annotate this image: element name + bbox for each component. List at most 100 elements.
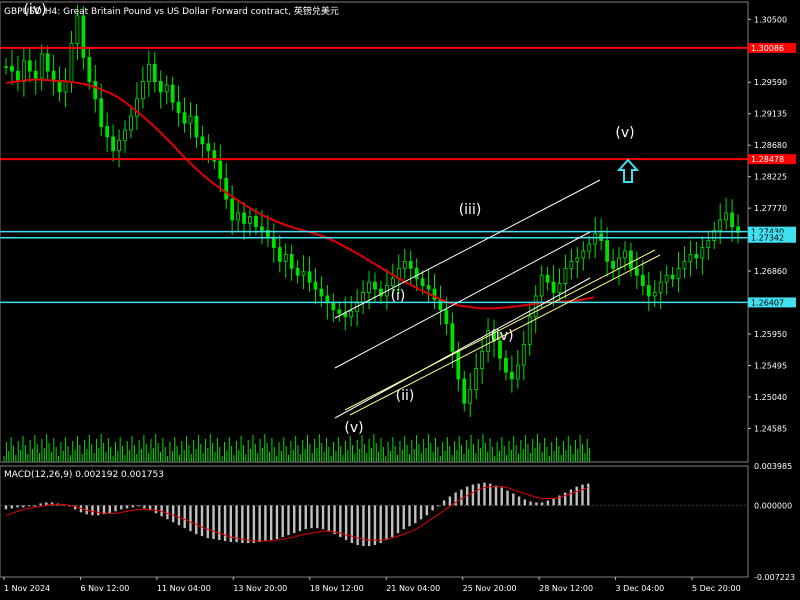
candle-body (176, 101, 181, 114)
trend-channel-line (349, 254, 661, 416)
price-tick-label: 1.25950 (754, 330, 787, 339)
moving-average-line (5, 78, 595, 310)
macd-histogram-bar (200, 505, 204, 537)
price-tag-label: 1.27342 (751, 234, 784, 243)
macd-histogram-bar (223, 505, 227, 542)
candle-body (212, 150, 217, 162)
macd-histogram-bar (402, 505, 405, 530)
candle-body (676, 267, 681, 280)
candle-body (93, 81, 98, 100)
macd-histogram-bar (373, 505, 377, 546)
macd-histogram-bar (16, 505, 19, 508)
macd-histogram-bar (166, 505, 169, 520)
candle-body (194, 115, 199, 138)
candle-body (271, 236, 276, 248)
candle-body (295, 267, 300, 276)
macd-histogram-bar (385, 505, 388, 541)
price-tick-label: 1.24585 (754, 424, 787, 433)
candle-body (694, 254, 699, 259)
macd-histogram-bar (177, 505, 181, 526)
candle-body (670, 274, 675, 280)
macd-tick-label: 0.000000 (754, 501, 792, 510)
macd-histogram-bar (154, 505, 158, 514)
price-tag-label: 1.28478 (751, 155, 784, 164)
candle-body (408, 260, 413, 269)
macd-histogram-bar (540, 502, 544, 506)
macd-histogram-bar (517, 496, 521, 506)
candle-body (4, 65, 8, 68)
candle-body (706, 240, 711, 248)
candle-body (551, 281, 556, 293)
macd-histogram-bar (489, 483, 492, 506)
candle-body (33, 70, 38, 79)
candle-body (462, 378, 467, 404)
candle-body (75, 15, 80, 44)
macd-histogram-bar (4, 505, 8, 510)
trend-channel-line (344, 249, 656, 411)
macd-header: MACD(12,26,9) 0.002192 0.001753 (4, 470, 164, 480)
macd-histogram-bar (241, 505, 244, 544)
macd-histogram-bar (258, 505, 261, 543)
candle-body (87, 56, 92, 82)
macd-histogram-bar (125, 505, 129, 509)
candle-body (557, 283, 562, 293)
macd-histogram-bar (316, 505, 319, 529)
candle-body (248, 216, 252, 224)
macd-histogram-bar (22, 505, 25, 508)
macd-panel[interactable] (0, 482, 748, 547)
macd-histogram-bar (512, 493, 515, 506)
macd-histogram-bar (264, 505, 267, 542)
macd-histogram-bar (304, 505, 307, 530)
candle-body (361, 292, 365, 304)
candle-body (331, 302, 336, 311)
candle-body (700, 247, 705, 259)
candle-body (129, 115, 133, 131)
candle-body (658, 281, 663, 293)
macd-histogram-bar (102, 505, 106, 515)
time-tick-label: 25 Nov 20:00 (463, 584, 517, 593)
price-panel[interactable]: (iv) (v) (i) (ii) (iii) (iv) (v) (0, 2, 748, 462)
candle-body (16, 70, 20, 82)
macd-histogram-bar (477, 483, 480, 506)
macd-histogram-bar (206, 505, 209, 539)
candle-body (438, 299, 443, 311)
candle-body (652, 292, 657, 297)
candle-body (545, 274, 550, 283)
candle-body (140, 81, 145, 100)
candle-body (414, 267, 419, 280)
candle-body (605, 240, 610, 262)
macd-histogram-bar (73, 505, 77, 510)
candle-body (640, 274, 645, 287)
candle-body (629, 250, 633, 269)
symbol-label: GBPUSD (4, 7, 42, 17)
macd-histogram-bar (114, 505, 117, 512)
candle-body (611, 260, 615, 269)
macd-histogram-bar (252, 505, 256, 544)
wave-label: (v) (615, 125, 634, 141)
candle-body (539, 274, 544, 297)
candle-body (623, 250, 627, 259)
trend-channel-line (334, 277, 591, 419)
candle-body (486, 330, 490, 352)
macd-histogram-bar (171, 505, 175, 523)
macd-histogram-bar (558, 495, 561, 506)
candle-body (57, 81, 62, 93)
macd-histogram-bar (189, 505, 192, 532)
macd-histogram-bar (218, 505, 221, 541)
candle-body (563, 267, 568, 284)
candle-body (379, 288, 383, 297)
wave-label: (iii) (459, 202, 482, 218)
price-tag-label: 1.27430 (751, 228, 784, 237)
price-tick-label: 1.25495 (754, 362, 787, 371)
macd-histogram-bar (281, 505, 284, 538)
candle-body (402, 260, 407, 269)
macd-histogram-bar (143, 505, 146, 509)
candle-body (21, 60, 26, 82)
candle-body (521, 344, 526, 366)
symbol-description: Great Britain Pound vs US Dollar Forward… (63, 7, 289, 17)
candle-body (105, 126, 110, 138)
price-tag (748, 42, 796, 53)
candle-body (432, 288, 437, 300)
macd-histogram-bar (569, 489, 573, 506)
